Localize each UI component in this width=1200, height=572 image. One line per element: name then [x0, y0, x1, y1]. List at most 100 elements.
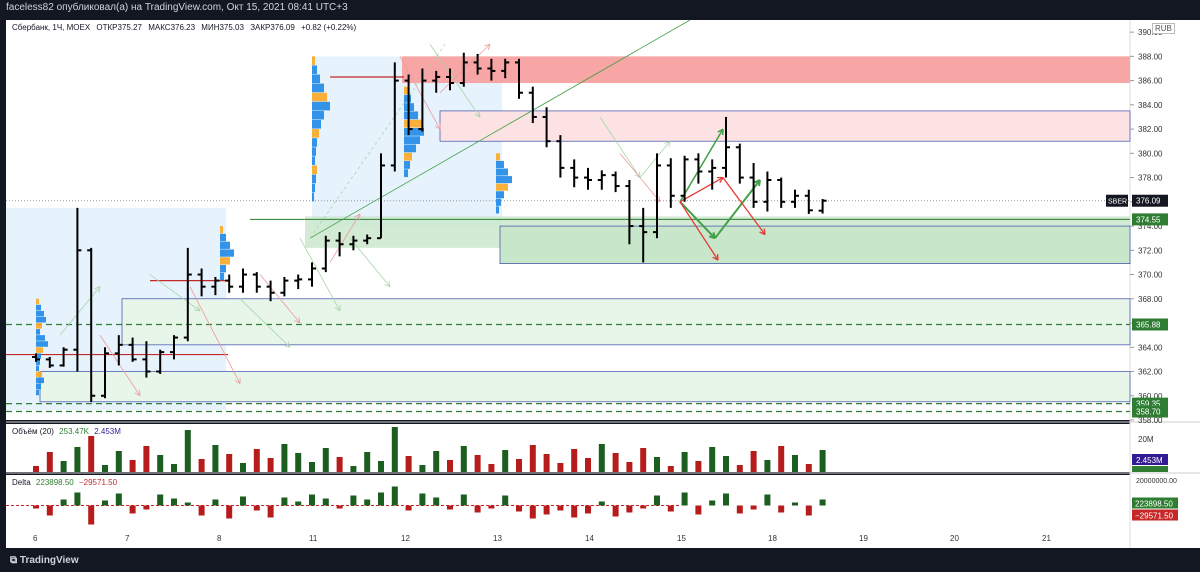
red-arrow-2-head	[759, 228, 766, 236]
faint-arrow-4	[239, 298, 291, 348]
profile-1-bar-11	[36, 365, 39, 372]
profile-2-bar-10	[312, 147, 316, 156]
volume-bar-54	[778, 446, 785, 472]
delta-bar-9	[157, 494, 164, 506]
profile-1-bar-8	[36, 347, 43, 353]
tradingview-logo[interactable]: ⧉ TradingView	[10, 555, 79, 566]
delta-bar-5	[102, 500, 108, 506]
volume-bar-37	[543, 454, 550, 472]
faint-arrow-1-head	[134, 389, 141, 397]
delta-bar-7	[129, 505, 136, 514]
profile-2-bar-1	[312, 65, 317, 75]
profile-2-bar-8	[312, 129, 319, 138]
profile-5-bar-1	[220, 233, 226, 242]
volume-bar-0	[33, 466, 39, 472]
volume-bar-28	[419, 465, 426, 472]
profile-3-bar-9	[404, 161, 410, 169]
y-tick-label-8: 374.00	[1138, 222, 1163, 231]
delta-bar-14	[226, 505, 233, 519]
volume-bar-6	[115, 451, 122, 472]
volume-bar-49	[709, 447, 716, 472]
profile-2-bar-2	[312, 74, 320, 84]
green-arrow-2-head	[754, 179, 761, 187]
delta-bar-34	[502, 495, 509, 506]
profile-1-bar-15	[36, 389, 39, 396]
profile-2-bar-12	[312, 165, 317, 175]
volume-bar-56	[805, 464, 812, 472]
delta-bar-49	[709, 500, 716, 506]
delta-bar-42	[612, 505, 619, 517]
profile-2-bar-6	[312, 110, 324, 120]
delta-bar-45	[654, 495, 660, 506]
price-label-bg-2	[1132, 318, 1168, 331]
volume-bar-55	[792, 455, 798, 472]
volume-bar-44	[640, 448, 647, 472]
volume-bar-51	[736, 465, 743, 472]
volume-bar-24	[364, 452, 371, 472]
delta-pane	[6, 475, 1130, 528]
delta-bar-38	[557, 505, 564, 511]
profile-3-bar-5	[404, 127, 424, 136]
profile-2-bar-5	[312, 101, 330, 111]
currency-badge[interactable]: RUB	[1152, 23, 1175, 34]
faint-arrow-3	[189, 286, 241, 384]
delta-bar-51	[736, 505, 743, 514]
delta-bar-52	[750, 505, 757, 510]
volume-bar-52	[750, 451, 757, 472]
publisher-text: faceless82 опубликовал(а) на TradingView…	[6, 2, 348, 13]
delta-bar-11	[184, 502, 191, 506]
time-axis	[6, 528, 1200, 548]
delta-bar-18	[281, 497, 288, 506]
y-tick-label-15: 360.00	[1138, 392, 1163, 401]
x-tick-label-9: 19	[859, 534, 868, 543]
volume-bar-39	[571, 449, 578, 472]
red-arrow-1-head	[716, 176, 724, 184]
legend-open: ОТКР375.27	[96, 23, 142, 32]
delta-bar-30	[447, 505, 453, 510]
profile-5-bar-3	[220, 249, 234, 257]
delta-bar-15	[240, 496, 246, 506]
faint-arrow-14	[639, 140, 671, 178]
faint-arrow-1	[99, 334, 141, 396]
volume-bar-45	[654, 457, 660, 472]
delta-bar-39	[571, 505, 578, 518]
faint-arrow-11-head	[484, 43, 491, 51]
profile-3-bar-4	[404, 119, 422, 128]
price-label-bg-1	[1132, 213, 1168, 226]
price-axis	[1130, 20, 1200, 528]
faint-arrow-10	[429, 44, 481, 118]
profile-5-bar-5	[220, 265, 226, 273]
profile-4-bar-7	[496, 206, 499, 214]
delta-legend-value2: −29571.50	[78, 478, 118, 487]
faint-arrow-2-head	[193, 305, 201, 312]
profile-1-bar-12	[36, 371, 42, 378]
volume-bar-17	[267, 458, 274, 472]
support-zone-2	[499, 225, 1131, 264]
profile-2-bar-15	[312, 192, 314, 202]
volume-last-label-bg	[1132, 466, 1168, 472]
profile-2-bar-9	[312, 138, 317, 147]
red-arrow-3	[679, 201, 719, 261]
price-label-4: 358.70	[1136, 408, 1161, 417]
faint-arrow-0	[59, 286, 101, 336]
x-tick-label-8: 18	[768, 534, 777, 543]
faint-arrow-3-head	[234, 377, 241, 384]
price-label-bg-0	[1132, 194, 1168, 207]
delta-bar-12	[198, 505, 205, 516]
red-arrow-1	[679, 177, 724, 203]
y-tick-label-4: 382.00	[1138, 125, 1163, 134]
faint-arrow-6	[299, 237, 341, 312]
volume-bar-22	[336, 457, 343, 472]
y-tick-label-16: 358.00	[1138, 416, 1163, 425]
delta-bar-6	[115, 493, 122, 506]
volume-bar-4	[88, 436, 95, 472]
support-zone-4	[39, 371, 1131, 403]
y-tick-label-3: 384.00	[1138, 101, 1163, 110]
faint-arrow-4-head	[284, 341, 291, 348]
volume-bar-34	[502, 450, 509, 472]
faint-arrow-12	[599, 116, 641, 178]
delta-bar-21	[322, 498, 329, 506]
volume-pane	[6, 424, 1130, 472]
